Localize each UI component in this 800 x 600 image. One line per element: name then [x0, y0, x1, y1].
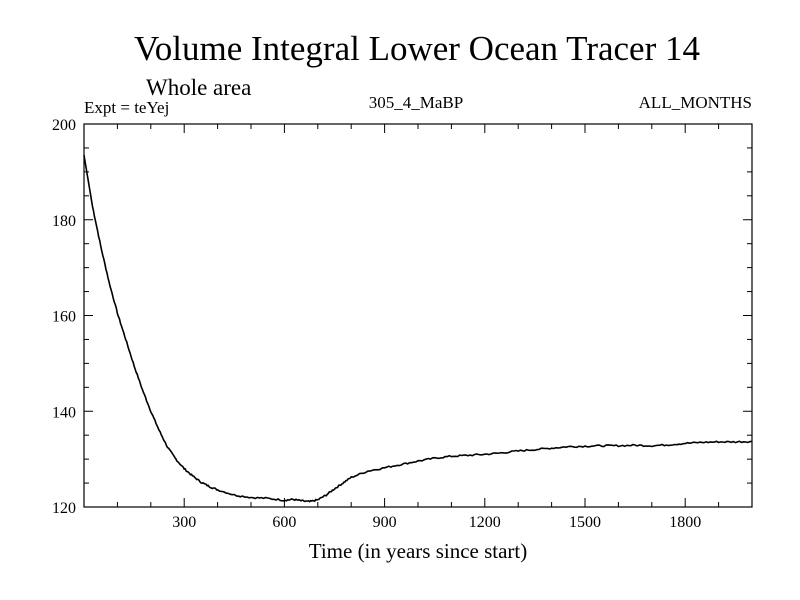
- plot-frame: [83, 123, 753, 508]
- chart-subtitle: Whole area: [146, 75, 251, 100]
- expt-label: Expt = teYej: [84, 98, 169, 117]
- y-tick-label: 140: [52, 404, 76, 421]
- x-tick-label: 600: [272, 514, 296, 531]
- series-group: [83, 154, 753, 503]
- period-label: ALL_MONTHS: [639, 93, 752, 112]
- x-axis-label: Time (in years since start): [309, 539, 528, 563]
- x-tick-label: 1500: [569, 514, 601, 531]
- y-tick-label: 180: [52, 213, 76, 230]
- y-tick-label: 160: [52, 309, 76, 326]
- chart-title: Volume Integral Lower Ocean Tracer 14: [134, 29, 700, 68]
- tick-labels: 300 600 900 1200 1500 1800 120 140 160 180 200: [52, 117, 701, 531]
- axis-ticks: [84, 124, 752, 507]
- x-tick-label: 1800: [669, 514, 701, 531]
- run-label: 305_4_MaBP: [369, 93, 463, 112]
- y-tick-label: 120: [52, 500, 76, 517]
- x-tick-label: 900: [373, 514, 397, 531]
- series-line: [83, 154, 753, 503]
- x-tick-label: 1200: [469, 514, 501, 531]
- y-tick-label: 200: [52, 117, 76, 134]
- x-tick-label: 300: [172, 514, 196, 531]
